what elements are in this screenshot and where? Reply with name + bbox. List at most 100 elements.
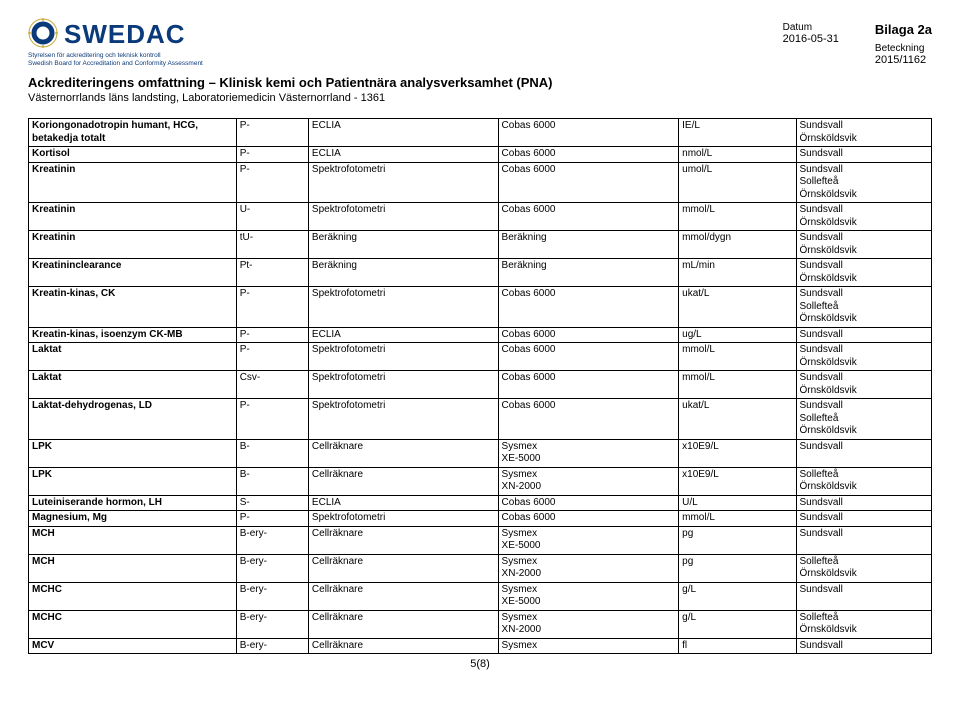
table-cell-c4: pg [679,554,796,582]
table-cell-c0: Laktat-dehydrogenas, LD [29,399,237,440]
beteckning-label: Beteckning [875,43,932,54]
table-cell-c4: ug/L [679,327,796,343]
table-cell-c4: mmol/dygn [679,231,796,259]
table-cell-c3: Cobas 6000 [498,343,679,371]
table-cell-c5: SundsvallSollefteåÖrnsköldsvik [796,287,931,328]
table-row: KreatinintU-BeräkningBeräkningmmol/dygnS… [29,231,932,259]
table-cell-c2: Beräkning [308,231,498,259]
logo-text: SWEDAC [64,19,186,50]
table-cell-c5: SundsvallÖrnsköldsvik [796,203,931,231]
table-cell-c0: MCH [29,554,237,582]
table-cell-c4: g/L [679,582,796,610]
header-datum-col: Datum 2016-05-31 [783,22,839,66]
table-cell-c0: MCH [29,526,237,554]
table-row: LaktatCsv-SpektrofotometriCobas 6000mmol… [29,371,932,399]
table-cell-c2: Spektrofotometri [308,399,498,440]
table-cell-c5: Sundsvall [796,147,931,163]
table-cell-c4: umol/L [679,162,796,203]
table-cell-c3: Cobas 6000 [498,287,679,328]
table-cell-c2: Spektrofotometri [308,343,498,371]
table-cell-c5: Sundsvall [796,526,931,554]
table-cell-c2: ECLIA [308,147,498,163]
table-cell-c2: Spektrofotometri [308,162,498,203]
table-cell-c2: ECLIA [308,495,498,511]
table-cell-c0: Kreatininclearance [29,259,237,287]
header-beteckning-col: Bilaga 2a Beteckning 2015/1162 [875,22,932,66]
table-cell-c2: Spektrofotometri [308,203,498,231]
table-cell-c1: P- [236,343,308,371]
table-cell-c3: SysmexXE-5000 [498,439,679,467]
table-cell-c1: P- [236,147,308,163]
table-cell-c4: mmol/L [679,371,796,399]
table-cell-c4: mmol/L [679,511,796,527]
table-cell-c1: P- [236,511,308,527]
table-cell-c3: SysmexXE-5000 [498,526,679,554]
logo-tagline-1: Styrelsen för ackreditering och teknisk … [28,52,203,59]
table-cell-c5: SundsvallÖrnsköldsvik [796,343,931,371]
table-cell-c0: MCHC [29,610,237,638]
table-cell-c5: Sundsvall [796,638,931,654]
logo-tagline-2: Swedish Board for Accreditation and Conf… [28,60,203,67]
table-cell-c5: SollefteåÖrnsköldsvik [796,554,931,582]
table-cell-c0: Laktat [29,371,237,399]
table-cell-c2: ECLIA [308,119,498,147]
table-cell-c0: Kreatin-kinas, CK [29,287,237,328]
table-cell-c3: Cobas 6000 [498,495,679,511]
table-cell-c5: Sundsvall [796,582,931,610]
table-row: KortisolP-ECLIACobas 6000nmol/LSundsvall [29,147,932,163]
page-header: SWEDAC Styrelsen för ackreditering och t… [28,18,932,67]
table-cell-c1: S- [236,495,308,511]
table-row: Laktat-dehydrogenas, LDP-Spektrofotometr… [29,399,932,440]
page-title: Ackrediteringens omfattning – Klinisk ke… [28,75,932,90]
table-cell-c1: tU- [236,231,308,259]
table-cell-c2: Cellräknare [308,554,498,582]
table-cell-c5: SundsvallÖrnsköldsvik [796,119,931,147]
table-cell-c1: P- [236,119,308,147]
table-row: KreatininP-SpektrofotometriCobas 6000umo… [29,162,932,203]
table-cell-c0: Kreatinin [29,203,237,231]
table-row: LPKB-CellräknareSysmexXE-5000x10E9/LSund… [29,439,932,467]
page-subtitle: Västernorrlands läns landsting, Laborato… [28,92,932,104]
table-cell-c1: B-ery- [236,554,308,582]
table-cell-c5: SollefteåÖrnsköldsvik [796,467,931,495]
page-number: 5(8) [28,658,932,670]
table-cell-c4: g/L [679,610,796,638]
table-cell-c1: B- [236,439,308,467]
table-row: MCVB-ery-CellräknareSysmexflSundsvall [29,638,932,654]
table-cell-c2: Cellräknare [308,582,498,610]
table-cell-c4: pg [679,526,796,554]
table-cell-c4: nmol/L [679,147,796,163]
table-cell-c1: B-ery- [236,638,308,654]
table-cell-c3: Cobas 6000 [498,147,679,163]
table-cell-c1: B-ery- [236,526,308,554]
table-cell-c0: Laktat [29,343,237,371]
table-cell-c4: IE/L [679,119,796,147]
table-cell-c5: SundsvallÖrnsköldsvik [796,259,931,287]
table-cell-c2: Beräkning [308,259,498,287]
table-row: Kreatin-kinas, CKP-SpektrofotometriCobas… [29,287,932,328]
table-row: KreatininU-SpektrofotometriCobas 6000mmo… [29,203,932,231]
table-row: MCHB-ery-CellräknareSysmexXE-5000pgSunds… [29,526,932,554]
table-cell-c3: Beräkning [498,231,679,259]
table-cell-c3: Cobas 6000 [498,371,679,399]
table-row: Kreatin-kinas, isoenzym CK-MBP-ECLIACoba… [29,327,932,343]
table-cell-c1: P- [236,162,308,203]
table-cell-c1: P- [236,287,308,328]
table-cell-c3: Sysmex [498,638,679,654]
table-cell-c3: SysmexXN-2000 [498,554,679,582]
table-cell-c3: Cobas 6000 [498,162,679,203]
table-cell-c5: SundsvallÖrnsköldsvik [796,231,931,259]
table-row: Luteiniserande hormon, LHS-ECLIACobas 60… [29,495,932,511]
table-cell-c1: B-ery- [236,582,308,610]
table-cell-c4: x10E9/L [679,439,796,467]
table-row: LPKB-CellräknareSysmexXN-2000x10E9/LSoll… [29,467,932,495]
table-cell-c1: P- [236,399,308,440]
table-cell-c1: U- [236,203,308,231]
swedac-emblem-icon [28,18,58,51]
table-cell-c4: fl [679,638,796,654]
table-cell-c5: SundsvallSollefteåÖrnsköldsvik [796,162,931,203]
table-row: Magnesium, MgP-SpektrofotometriCobas 600… [29,511,932,527]
table-cell-c2: Cellräknare [308,467,498,495]
table-cell-c4: ukat/L [679,399,796,440]
table-cell-c5: SollefteåÖrnsköldsvik [796,610,931,638]
